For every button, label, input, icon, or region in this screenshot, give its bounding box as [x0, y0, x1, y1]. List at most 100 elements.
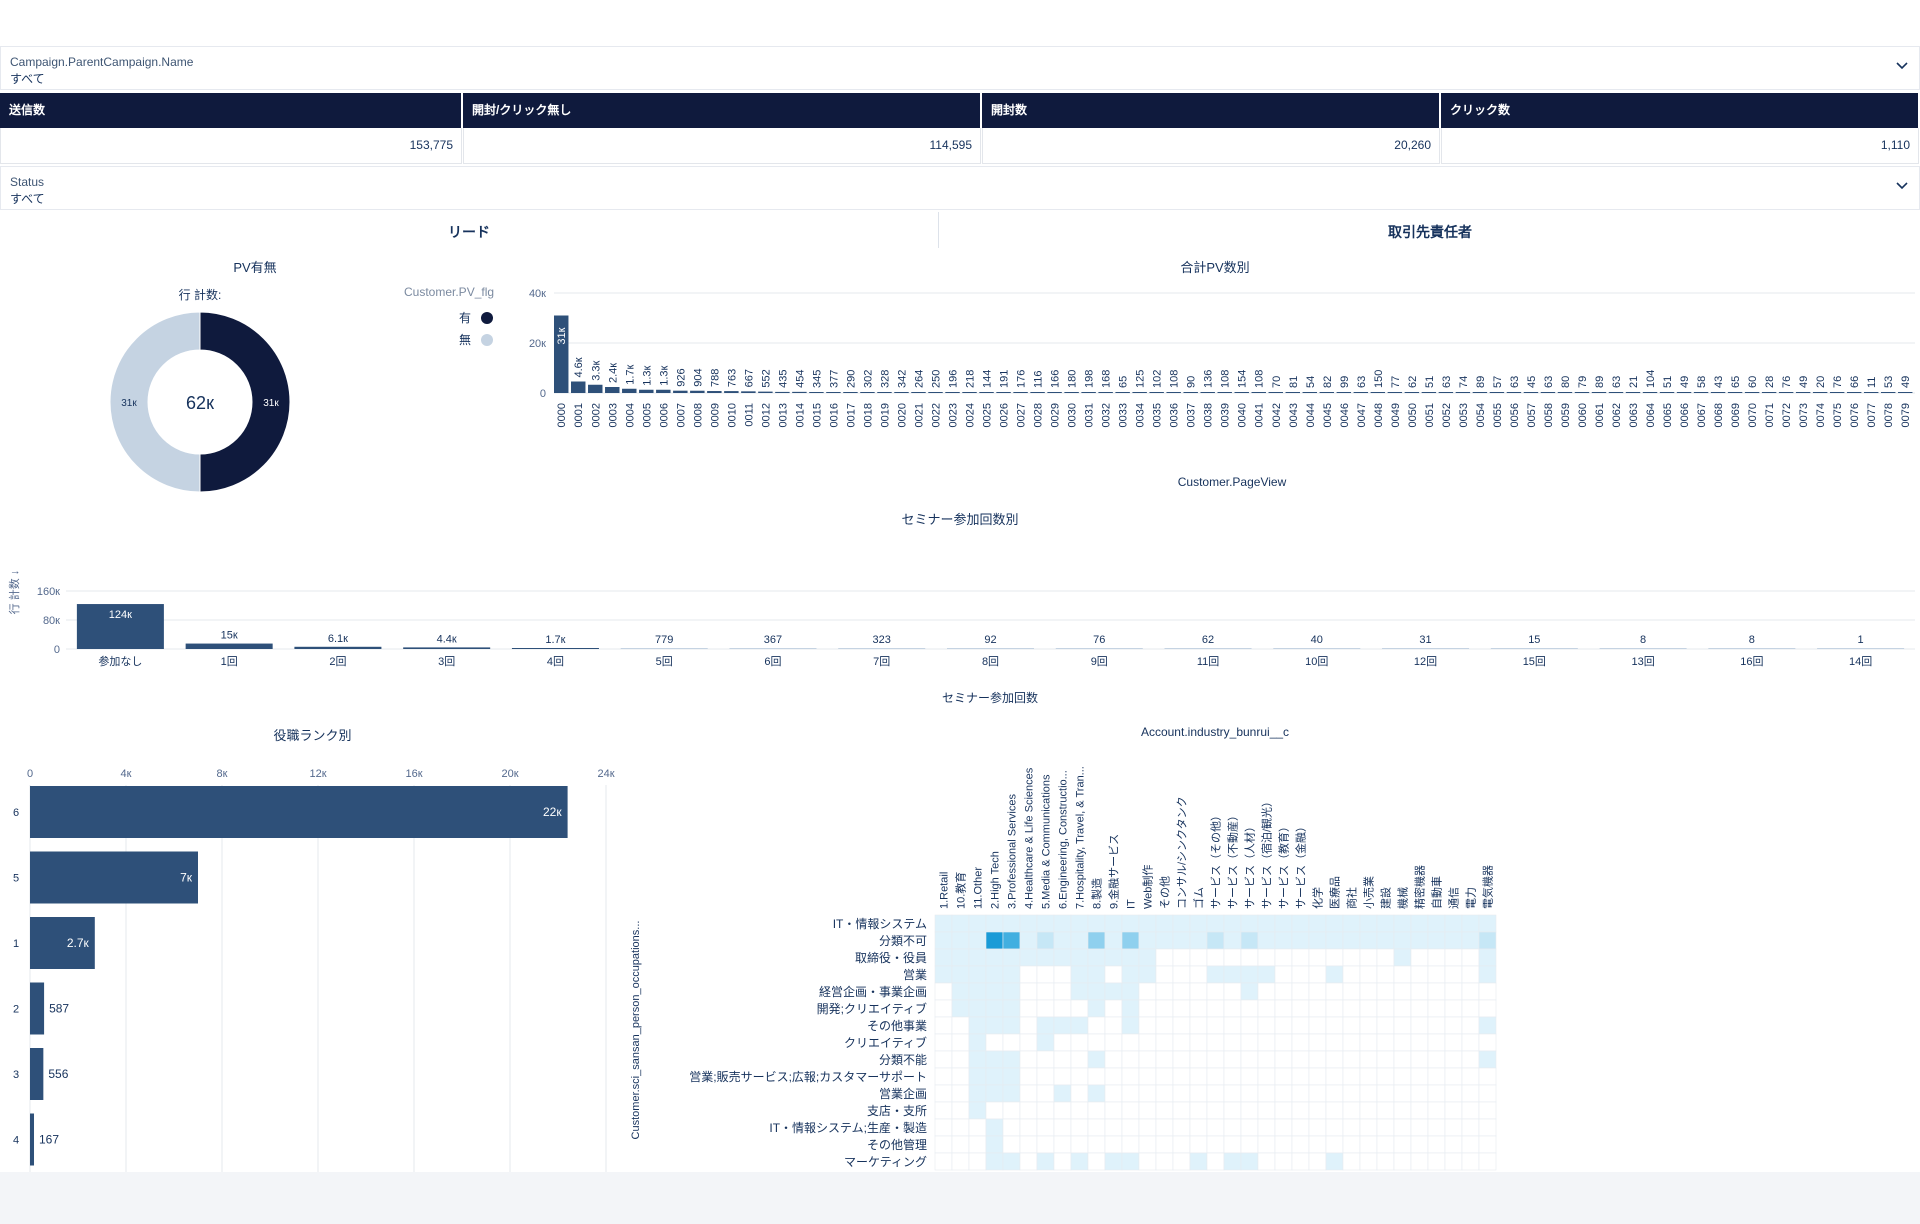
page-footer — [0, 1172, 1920, 1224]
heat-cell — [1478, 1118, 1497, 1137]
bar — [860, 392, 875, 393]
heat-cell — [1393, 1152, 1412, 1171]
bar — [30, 851, 198, 904]
pv-count-chart-title: 合計PV数別 — [1180, 260, 1250, 275]
heat-cell — [1155, 982, 1174, 1001]
heat-cell — [1036, 999, 1055, 1018]
data-label: 167 — [39, 1133, 59, 1147]
x-tick-label: 0065 — [1662, 403, 1674, 427]
heat-cell — [934, 1135, 953, 1154]
bar — [1710, 392, 1726, 393]
bar — [1200, 392, 1215, 393]
heat-cell — [1427, 1016, 1446, 1035]
kpi-table: 送信数 153,775 開封/クリック無し 114,595 開封数 20,260… — [0, 93, 1920, 165]
heat-cell — [1291, 1033, 1310, 1052]
x-tick-label: 14回 — [1849, 655, 1872, 668]
heat-cell — [985, 1084, 1004, 1103]
seminar-chart-title: セミナー参加回数別 — [901, 512, 1019, 527]
row-label: IT・情報システム — [833, 917, 927, 931]
heat-cell — [1325, 1152, 1344, 1171]
data-label: 15 — [1528, 634, 1540, 646]
x-tick-label: 0054 — [1475, 403, 1487, 427]
heat-cell — [1036, 948, 1055, 967]
data-label: 45 — [1526, 376, 1538, 388]
heat-cell — [1359, 914, 1378, 933]
heat-cell — [1274, 1033, 1293, 1052]
data-label: 63 — [1543, 376, 1555, 388]
heat-cell — [1393, 1016, 1412, 1035]
data-label: 180 — [1067, 370, 1079, 388]
heat-cell — [1291, 931, 1310, 950]
heat-cell — [1121, 999, 1140, 1018]
heat-cell — [1121, 1152, 1140, 1171]
heat-cell — [1053, 1050, 1072, 1069]
heat-cell — [1342, 1118, 1361, 1137]
heat-cell — [1376, 1084, 1395, 1103]
heat-cell — [1274, 914, 1293, 933]
bar — [1846, 392, 1862, 393]
heat-cell — [1325, 965, 1344, 984]
x-tick-label: 0073 — [1798, 403, 1810, 427]
bar — [1761, 392, 1777, 393]
industry-heatmap-title: Account.industry_bunrui__c — [1140, 725, 1290, 739]
campaign-filter[interactable]: Campaign.ParentCampaign.Name すべて — [0, 46, 1920, 90]
bar — [979, 392, 994, 393]
donut-slice-label: 31к — [263, 398, 279, 409]
bar — [76, 604, 164, 649]
data-label: 76 — [1832, 376, 1844, 388]
heat-cell — [1478, 999, 1497, 1018]
chevron-down-icon[interactable] — [1895, 59, 1909, 73]
bar — [1523, 392, 1539, 393]
heat-cell — [1036, 1050, 1055, 1069]
data-label: 108 — [1220, 370, 1232, 388]
x-tick-label: 0068 — [1713, 403, 1725, 427]
heat-cell — [1325, 1135, 1344, 1154]
heat-cell — [1070, 1135, 1089, 1154]
heat-cell — [951, 1101, 970, 1120]
x-tick-label: 0044 — [1305, 403, 1317, 427]
heat-cell — [1478, 1135, 1497, 1154]
heat-cell — [968, 1050, 987, 1069]
heat-cell — [1342, 1135, 1361, 1154]
data-label: 166 — [1050, 370, 1062, 388]
heat-cell — [1240, 1101, 1259, 1120]
heat-cell — [1019, 982, 1038, 1001]
heat-cell — [1376, 1050, 1395, 1069]
heat-cell — [1359, 1067, 1378, 1086]
heat-cell — [1393, 1135, 1412, 1154]
heat-cell — [1376, 1033, 1395, 1052]
x-tick-label: 0014 — [794, 403, 806, 427]
status-filter[interactable]: Status すべて — [0, 166, 1920, 210]
x-tick-label: 0077 — [1866, 403, 1878, 427]
heat-cell — [968, 1067, 987, 1086]
heat-cell — [1104, 914, 1123, 933]
heat-cell — [1104, 999, 1123, 1018]
chevron-down-icon[interactable] — [1895, 179, 1909, 193]
data-label: 124к — [109, 609, 132, 621]
data-label: 3.3к — [590, 360, 602, 380]
x-tick-label: 0048 — [1373, 403, 1385, 427]
heat-cell — [1019, 1101, 1038, 1120]
x-tick-label: 0013 — [777, 403, 789, 427]
data-label: 11 — [1866, 377, 1878, 388]
bar — [1506, 392, 1522, 393]
heat-cell — [1138, 1084, 1157, 1103]
heat-cell — [985, 1135, 1004, 1154]
bar — [1081, 392, 1096, 393]
data-label: 63 — [1509, 376, 1521, 388]
x-tick-label: 0064 — [1645, 403, 1657, 427]
heat-cell — [1461, 1050, 1480, 1069]
heat-cell — [1274, 999, 1293, 1018]
row-label: マーケティング — [844, 1155, 927, 1169]
heat-cell — [1019, 1067, 1038, 1086]
x-tick-label: 6回 — [764, 655, 781, 668]
data-label: 108 — [1169, 370, 1181, 388]
heat-cell — [1444, 1135, 1463, 1154]
heat-cell — [1461, 1118, 1480, 1137]
data-label: 49 — [1900, 376, 1912, 388]
heat-cell — [1325, 1067, 1344, 1086]
heat-cell — [1478, 982, 1497, 1001]
column-label: 11.Other — [973, 867, 985, 909]
x-tick-label: 0026 — [999, 403, 1011, 427]
bar — [1489, 392, 1505, 393]
